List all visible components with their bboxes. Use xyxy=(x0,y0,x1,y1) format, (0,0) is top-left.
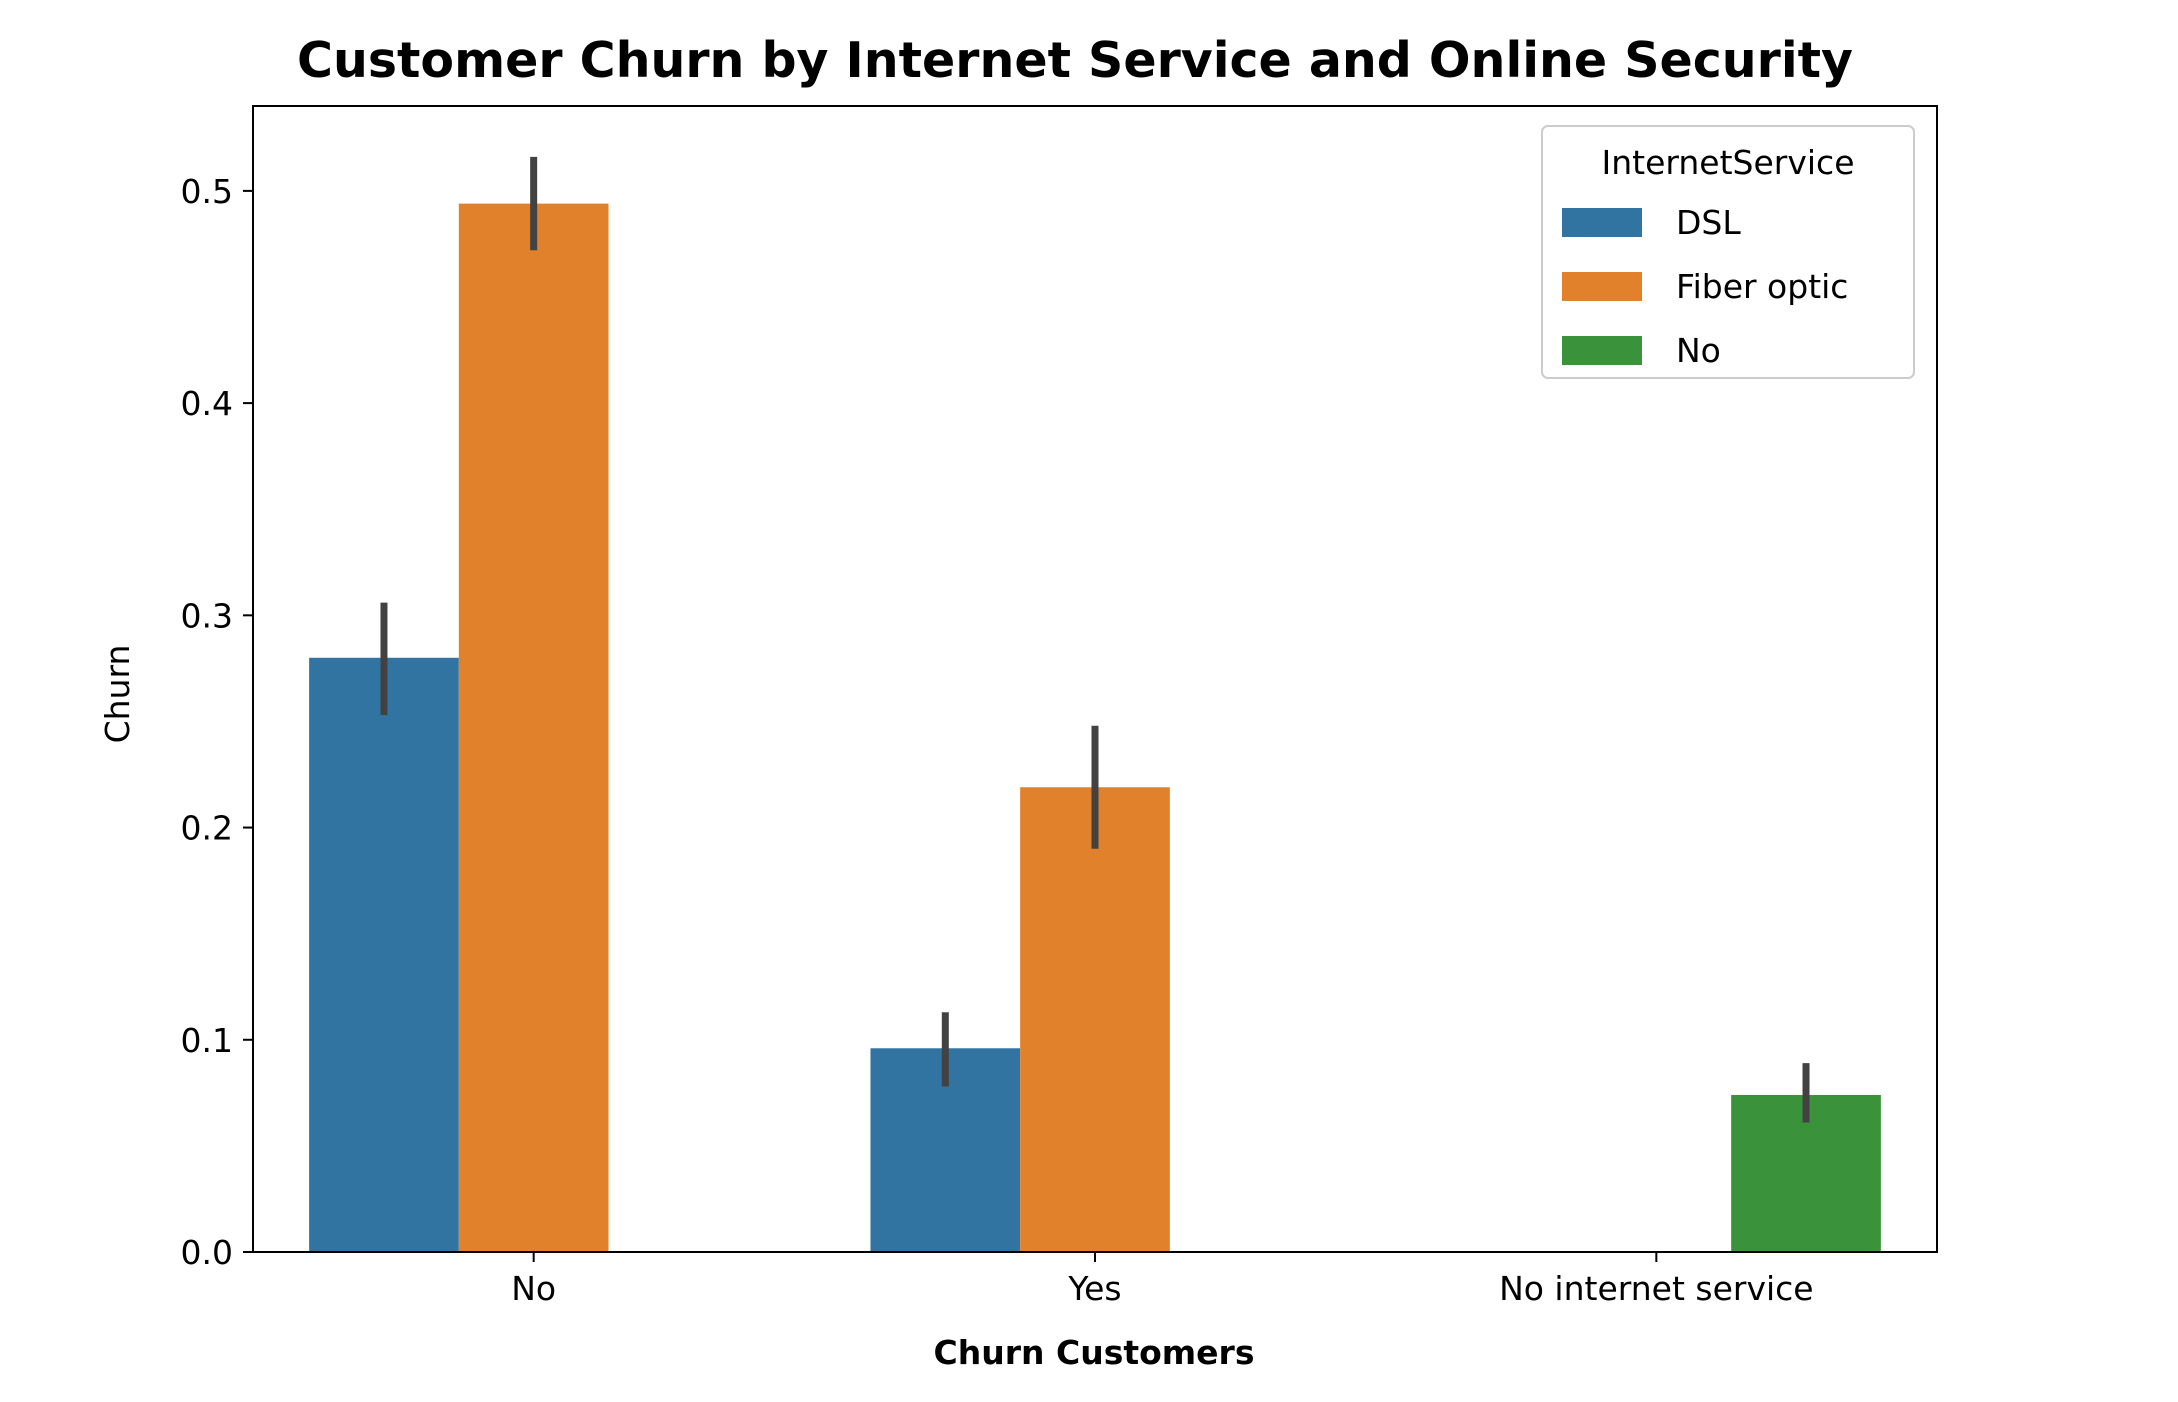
chart-title: Customer Churn by Internet Service and O… xyxy=(297,32,1853,89)
y-tick-label: 0.5 xyxy=(181,172,233,211)
y-tick-label: 0.4 xyxy=(181,384,233,423)
y-axis: 0.0 0.1 0.2 0.3 0.4 0.5 xyxy=(181,172,253,1272)
x-tick-label: No internet service xyxy=(1499,1269,1814,1308)
legend-label-dsl: DSL xyxy=(1676,203,1741,242)
x-axis-label: Churn Customers xyxy=(934,1333,1255,1372)
legend-frame xyxy=(1541,125,1915,379)
legend-title: InternetService xyxy=(1602,143,1855,182)
y-axis-label: Churn xyxy=(98,645,137,744)
legend: InternetService DSL Fiber optic No xyxy=(1541,125,1915,379)
legend-swatch-no xyxy=(1562,336,1642,365)
legend-swatch-fiber-optic xyxy=(1562,272,1642,301)
bar-dsl-0 xyxy=(309,657,459,1252)
x-axis: No Yes No internet service xyxy=(511,1252,1814,1308)
legend-swatch-dsl xyxy=(1562,208,1642,237)
error-bars-layer xyxy=(380,156,1810,1123)
y-tick-label: 0.0 xyxy=(181,1233,233,1272)
legend-label-no: No xyxy=(1676,331,1721,370)
legend-label-fiber-optic: Fiber optic xyxy=(1676,267,1848,306)
y-tick-label: 0.1 xyxy=(181,1021,233,1060)
bar-fiber-optic-1 xyxy=(1020,787,1170,1252)
bars-layer xyxy=(309,203,1881,1253)
bar-fiber-optic-0 xyxy=(458,203,609,1253)
x-tick-label: No xyxy=(511,1269,556,1308)
x-tick-label: Yes xyxy=(1067,1269,1121,1308)
y-tick-label: 0.2 xyxy=(181,809,233,848)
y-tick-label: 0.3 xyxy=(181,596,233,635)
